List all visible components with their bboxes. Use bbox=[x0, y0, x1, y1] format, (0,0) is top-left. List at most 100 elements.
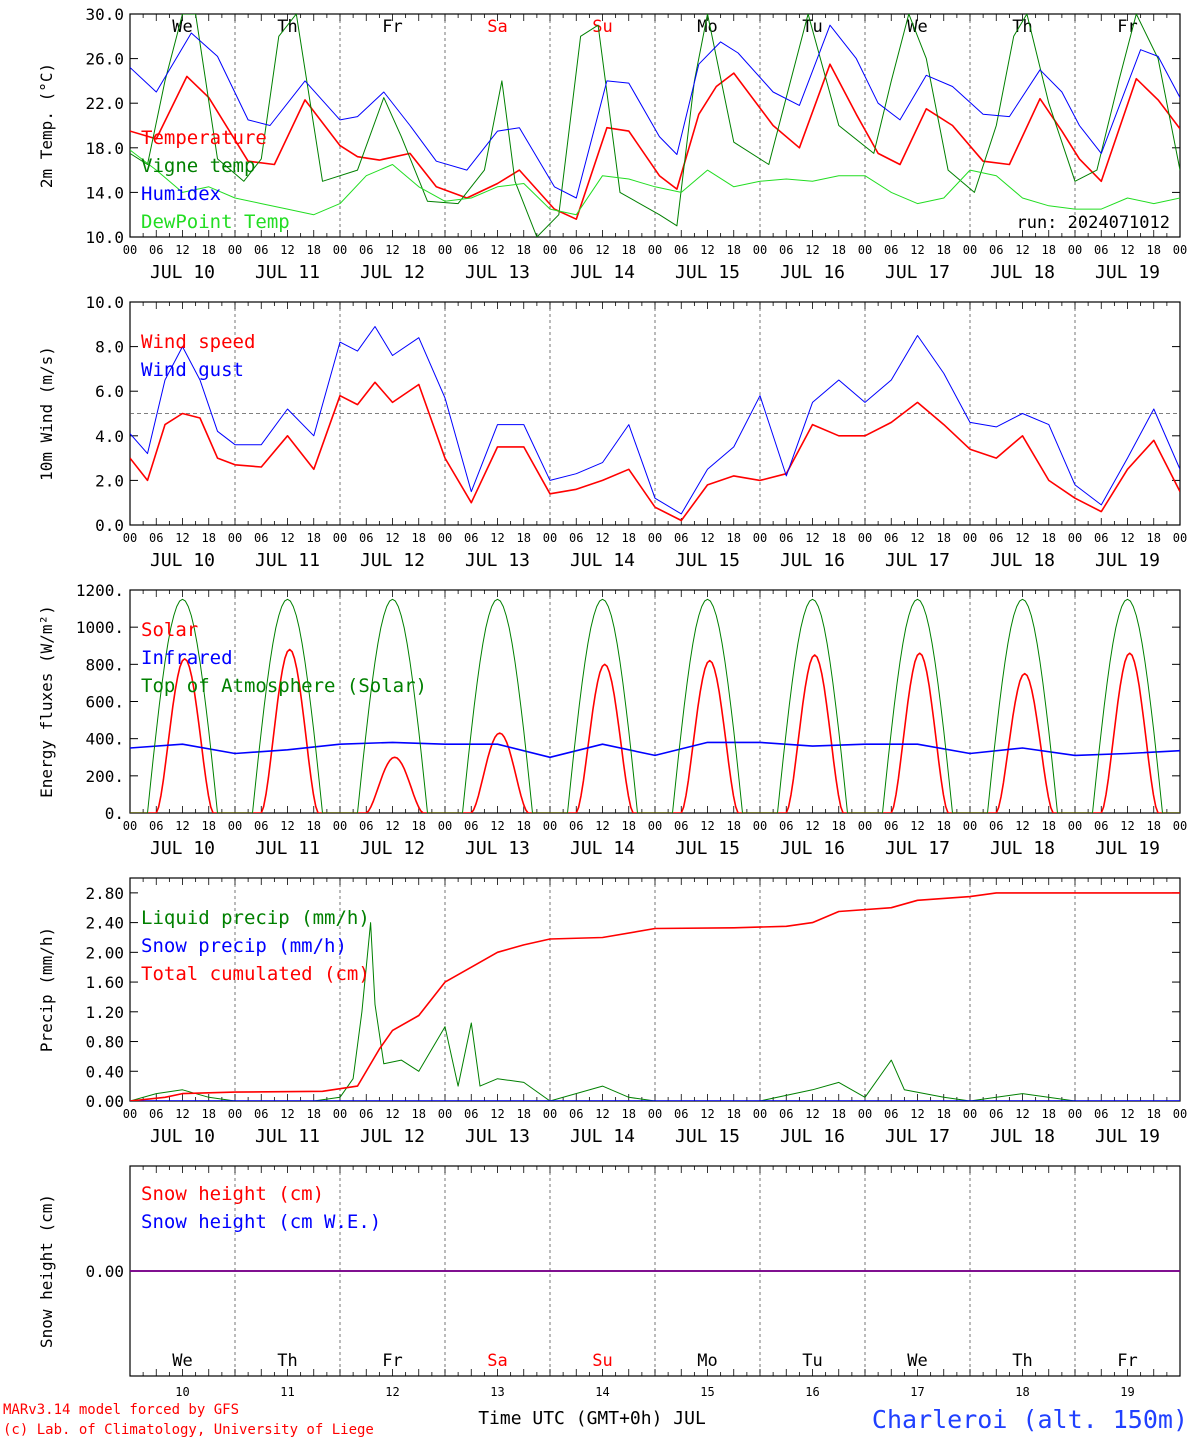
y-tick-label: 1200. bbox=[76, 581, 124, 600]
x-date-label: JUL 11 bbox=[255, 838, 320, 859]
x-hour-label: 12 bbox=[805, 243, 819, 257]
y-tick-label: 26.0 bbox=[85, 50, 124, 69]
x-hour-label: 12 bbox=[1120, 819, 1134, 833]
x-date-label: JUL 11 bbox=[255, 550, 320, 571]
x-date-label: JUL 13 bbox=[465, 838, 530, 859]
x-hour-label: 06 bbox=[884, 531, 898, 545]
x-hour-label: 00 bbox=[543, 819, 557, 833]
x-hour-label: 06 bbox=[149, 819, 163, 833]
series-top-of-atmosphere-solar bbox=[130, 598, 1180, 813]
x-hour-label: 06 bbox=[359, 531, 373, 545]
x-date-label: JUL 17 bbox=[885, 838, 950, 859]
x-hour-label: 06 bbox=[779, 1107, 793, 1121]
x-hour-label: 00 bbox=[228, 1107, 242, 1121]
x-hour-label: 18 bbox=[307, 243, 321, 257]
panel-frame bbox=[129, 13, 1181, 238]
x-hour-label: 00 bbox=[858, 243, 872, 257]
weekday-label: Tu bbox=[802, 17, 822, 37]
legend-entry: Top of Atmosphere (Solar) bbox=[141, 675, 427, 697]
x-hour-label: 18 bbox=[622, 1107, 636, 1121]
weekday-label: We bbox=[907, 1351, 927, 1371]
x-date-label: JUL 15 bbox=[675, 838, 740, 859]
x-hour-label: 18 bbox=[1042, 531, 1056, 545]
x-date-label: JUL 12 bbox=[360, 262, 425, 283]
x-hour-label: 12 bbox=[175, 243, 189, 257]
x-hour-label: 00 bbox=[543, 243, 557, 257]
y-tick-label: 1000. bbox=[76, 618, 124, 637]
x-hour-label: 06 bbox=[569, 243, 583, 257]
x-date-label: JUL 18 bbox=[990, 262, 1055, 283]
y-axis-label: Energy fluxes (W/m²) bbox=[37, 605, 56, 798]
x-hour-label: 12 bbox=[175, 531, 189, 545]
x-date-label: JUL 13 bbox=[465, 262, 530, 283]
x-hour-label: 06 bbox=[1094, 819, 1108, 833]
weekday-label: Mo bbox=[697, 1351, 717, 1371]
x-hour-label: 00 bbox=[228, 531, 242, 545]
x-hour-label: 12 bbox=[700, 819, 714, 833]
x-date-label: JUL 19 bbox=[1095, 838, 1160, 859]
x-date-label: JUL 10 bbox=[150, 262, 215, 283]
series-group bbox=[130, 892, 1180, 1101]
y-axis-label: Precip (mm/h) bbox=[37, 927, 56, 1052]
day-number-label: 19 bbox=[1120, 1385, 1134, 1399]
x-hour-label: 00 bbox=[1068, 531, 1082, 545]
legend-entry: Humidex bbox=[141, 183, 221, 205]
x-date-label: JUL 15 bbox=[675, 550, 740, 571]
x-hour-label: 00 bbox=[1173, 819, 1187, 833]
x-hour-label: 18 bbox=[622, 531, 636, 545]
y-tick-label: 0.00 bbox=[85, 1262, 124, 1281]
x-hour-label: 00 bbox=[543, 531, 557, 545]
lab-credit-line: (c) Lab. of Climatology, University of L… bbox=[3, 1422, 374, 1438]
x-hour-label: 18 bbox=[1042, 819, 1056, 833]
day-number-label: 11 bbox=[280, 1385, 294, 1399]
weekday-label: Fr bbox=[1117, 17, 1137, 37]
y-tick-label: 4.0 bbox=[95, 427, 124, 446]
x-hour-label: 06 bbox=[149, 243, 163, 257]
x-hour-label: 00 bbox=[438, 243, 452, 257]
weekday-label: We bbox=[907, 17, 927, 37]
x-hour-label: 06 bbox=[254, 1107, 268, 1121]
legend-entry: Snow height (cm) bbox=[141, 1183, 324, 1205]
y-axis-label: 10m Wind (m/s) bbox=[37, 346, 56, 481]
x-hour-label: 06 bbox=[359, 243, 373, 257]
panel-5: 0.00 Snow height (cm) We 10 Th 11 Fr 12 Sa 13 Su 14… bbox=[37, 1165, 1181, 1399]
x-hour-label: 18 bbox=[307, 531, 321, 545]
x-hour-label: 12 bbox=[595, 243, 609, 257]
x-hour-label: 00 bbox=[1173, 243, 1187, 257]
weekday-label: Fr bbox=[382, 1351, 402, 1371]
x-hour-label: 06 bbox=[254, 819, 268, 833]
x-hour-label: 00 bbox=[1068, 1107, 1082, 1121]
x-hour-label: 00 bbox=[858, 819, 872, 833]
x-hour-label: 12 bbox=[490, 243, 504, 257]
x-hour-label: 00 bbox=[123, 531, 137, 545]
legend-entry: Wind speed bbox=[141, 331, 255, 353]
y-tick-label: 1.20 bbox=[85, 1003, 124, 1022]
x-date-label: JUL 12 bbox=[360, 838, 425, 859]
x-hour-label: 18 bbox=[727, 1107, 741, 1121]
x-hour-label: 00 bbox=[753, 1107, 767, 1121]
x-hour-label: 18 bbox=[412, 243, 426, 257]
series-liquid-precip-mm-h bbox=[130, 922, 1180, 1101]
x-hour-label: 00 bbox=[543, 1107, 557, 1121]
x-hour-label: 06 bbox=[674, 1107, 688, 1121]
series-group bbox=[130, 598, 1180, 813]
model-credit-line: MARv3.14 model forced by GFS bbox=[3, 1402, 239, 1418]
x-date-label: JUL 18 bbox=[990, 550, 1055, 571]
x-hour-label: 00 bbox=[858, 531, 872, 545]
x-hour-label: 06 bbox=[149, 531, 163, 545]
x-date-label: JUL 18 bbox=[990, 1126, 1055, 1147]
day-number-label: 16 bbox=[805, 1385, 819, 1399]
x-hour-label: 06 bbox=[779, 243, 793, 257]
x-hour-label: 12 bbox=[1120, 243, 1134, 257]
x-hour-label: 12 bbox=[805, 531, 819, 545]
x-hour-label: 00 bbox=[1173, 1107, 1187, 1121]
x-date-label: JUL 14 bbox=[570, 262, 635, 283]
x-date-label: JUL 16 bbox=[780, 1126, 845, 1147]
legend-entry: Vigne temp bbox=[141, 155, 255, 177]
y-tick-label: 600. bbox=[85, 693, 124, 712]
x-hour-label: 18 bbox=[1147, 531, 1161, 545]
day-number-label: 17 bbox=[910, 1385, 924, 1399]
weekday-label: Fr bbox=[1117, 1351, 1137, 1371]
x-hour-label: 12 bbox=[175, 1107, 189, 1121]
x-hour-label: 18 bbox=[412, 1107, 426, 1121]
